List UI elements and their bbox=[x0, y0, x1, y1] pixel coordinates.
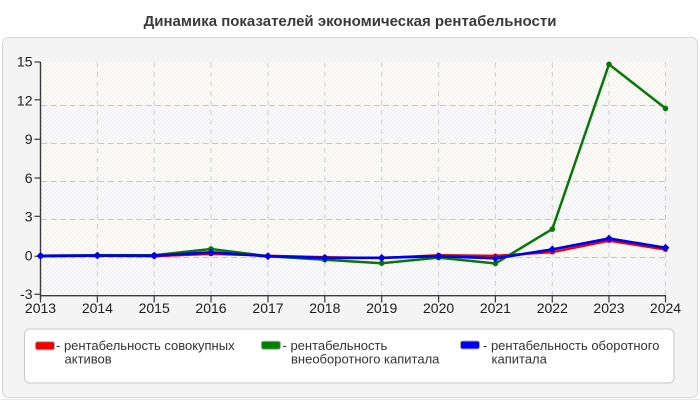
svg-text:-3: -3 bbox=[20, 286, 33, 302]
svg-text:2024: 2024 bbox=[650, 300, 681, 316]
svg-text:2018: 2018 bbox=[309, 300, 340, 316]
svg-text:2021: 2021 bbox=[480, 300, 511, 316]
svg-text:капитала: капитала bbox=[492, 352, 548, 367]
svg-text:2014: 2014 bbox=[82, 300, 113, 316]
svg-text:- рентабельность оборотного: - рентабельность оборотного bbox=[483, 338, 659, 353]
svg-text:2019: 2019 bbox=[366, 300, 397, 316]
svg-text:6: 6 bbox=[25, 170, 33, 186]
svg-text:9: 9 bbox=[25, 131, 33, 147]
svg-text:2023: 2023 bbox=[593, 300, 624, 316]
svg-text:2020: 2020 bbox=[423, 300, 454, 316]
svg-text:2017: 2017 bbox=[252, 300, 283, 316]
svg-text:0: 0 bbox=[25, 247, 33, 263]
svg-text:активов: активов bbox=[65, 352, 112, 367]
svg-text:2022: 2022 bbox=[537, 300, 568, 316]
svg-text:2015: 2015 bbox=[139, 300, 170, 316]
svg-text:Динамика показателей экономиче: Динамика показателей экономическая рента… bbox=[144, 13, 557, 30]
svg-text:3: 3 bbox=[25, 209, 33, 225]
svg-text:2013: 2013 bbox=[25, 300, 56, 316]
svg-text:внеоборотного капитала: внеоборотного капитала bbox=[291, 352, 440, 367]
svg-text:- рентабельность совокупных: - рентабельность совокупных bbox=[56, 338, 235, 353]
svg-text:- рентабельность: - рентабельность bbox=[283, 338, 388, 353]
svg-text:15: 15 bbox=[17, 54, 33, 70]
svg-text:2016: 2016 bbox=[195, 300, 226, 316]
svg-text:12: 12 bbox=[17, 92, 33, 108]
